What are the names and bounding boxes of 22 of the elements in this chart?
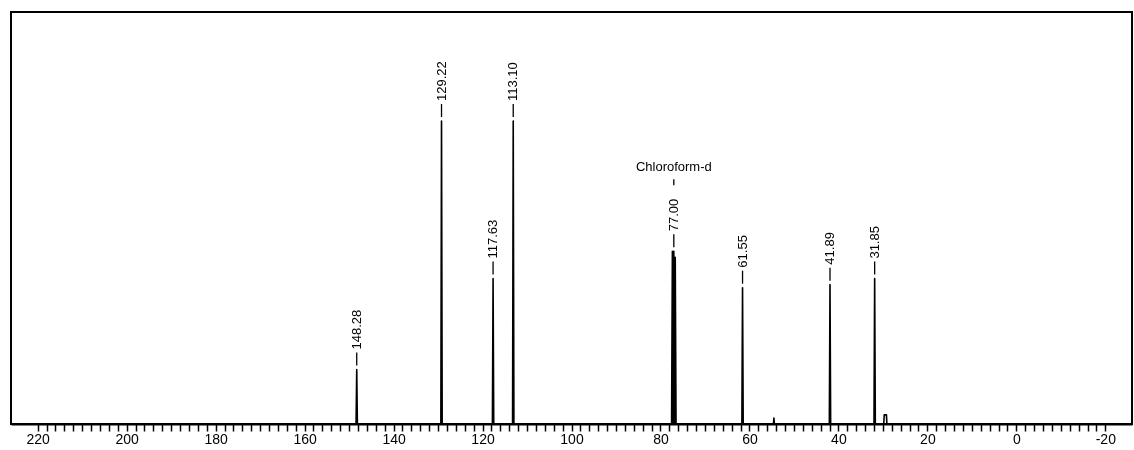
x-tick-label: 60 — [742, 430, 758, 447]
x-tick-label: 180 — [204, 430, 229, 447]
annotation: 61.55 — [734, 235, 750, 268]
annotation: Chloroform-d — [635, 159, 712, 175]
x-tick-label: -20 — [1095, 430, 1117, 447]
x-tick-label: 20 — [920, 430, 936, 447]
annotation: 77.00 — [665, 198, 681, 232]
annotation: 113.10 — [505, 62, 521, 102]
annotation: 148.28 — [348, 309, 364, 350]
x-tick-label: 160 — [293, 430, 317, 447]
x-tick-label: 140 — [382, 430, 406, 447]
annotation: 129.22 — [433, 61, 449, 102]
x-tick-label: 0 — [1012, 430, 1021, 447]
x-tick-label: 80 — [653, 430, 669, 447]
x-tick-label: 200 — [115, 430, 140, 447]
annotation: 41.89 — [822, 232, 837, 265]
annotation: 31.85 — [866, 226, 882, 259]
annotation: 117.63 — [485, 219, 501, 259]
x-tick-label: 40 — [831, 430, 847, 447]
x-tick-label: 100 — [560, 430, 584, 447]
x-tick-label: 120 — [471, 430, 495, 447]
x-tick-label: 220 — [26, 430, 51, 447]
